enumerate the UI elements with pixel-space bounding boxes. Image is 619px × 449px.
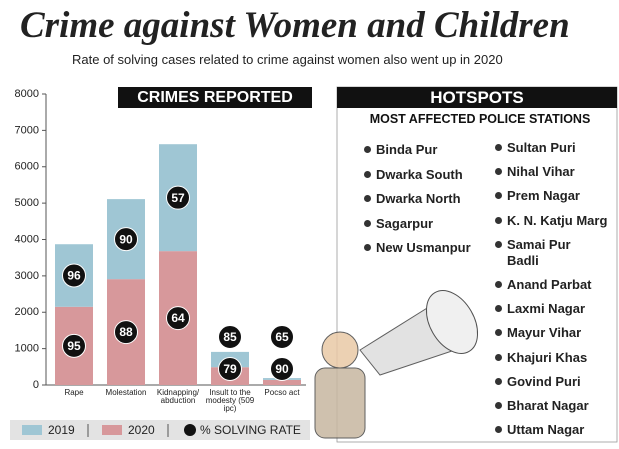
x-tick-label: Insult to the modesty (509 ipc) [205,388,255,413]
y-tick-label: 1000 [15,343,39,355]
station-name: Mayur Vihar [495,325,607,341]
station-name: Bharat Nagar [495,398,607,414]
bar-segment [263,379,301,385]
rate-label: 90 [275,362,289,376]
station-name: Govind Puri [495,374,607,390]
hotspots-subtitle: MOST AFFECTED POLICE STATIONS [369,112,591,126]
legend-label: 2019 [48,423,75,437]
legend-marker [184,424,196,436]
rate-label: 57 [171,191,185,205]
x-tick-label: Kidnapping/ abduction [156,388,200,405]
station-name: Binda Pur [364,142,471,158]
station-name: Laxmi Nagar [495,301,607,317]
legend-swatch [22,425,42,435]
chart-title: CRIMES REPORTED [137,89,293,106]
rate-badge [218,357,242,381]
y-tick-label: 4000 [15,233,39,245]
rate-label: 88 [119,325,133,339]
legend-label: % SOLVING RATE [200,423,301,437]
station-name: Dwarka South [364,167,471,183]
rate-badge [62,333,86,358]
y-tick-label: 7000 [15,124,39,136]
rate-label: 65 [275,330,289,344]
page-subtitle: Rate of solving cases related to crime a… [72,52,503,67]
rate-badge [270,325,294,349]
y-tick-label: 0 [33,379,39,391]
rate-badge [114,320,138,345]
rate-badge [166,185,190,210]
legend-box [10,420,310,440]
station-list: Binda Pur Dwarka South Dwarka North Sagarpu… [364,142,471,256]
page-title: Crime against Women and Children [20,5,570,46]
y-tick-label: 6000 [15,161,39,173]
rate-badge [270,357,294,381]
rate-label: 85 [223,330,237,344]
hotspots-title: HOTSPOTS [337,87,617,108]
station-name: Samai Pur Badli [495,237,579,269]
rate-badge [62,263,86,288]
station-name: Sultan Puri [495,140,607,156]
station-name: Sagarpur [364,216,471,232]
rate-label: 79 [223,362,237,376]
station-name: Nihal Vihar [495,164,607,180]
x-tick-label: Rape [64,388,84,397]
rate-label: 64 [171,311,185,325]
station-name: Khajuri Khas [495,350,607,366]
rate-badge [166,306,190,331]
x-tick-label: Molestation [105,388,147,397]
station-name: Dwarka North [364,191,471,207]
x-tick-label: Pocso act [264,388,300,397]
rate-badge [218,325,242,349]
station-name: Uttam Nagar [495,422,607,438]
legend-swatch [102,425,122,435]
y-tick-label: 2000 [15,306,39,318]
rate-badge [114,227,138,252]
y-tick-label: 8000 [15,88,39,100]
y-tick-label: 3000 [15,270,39,282]
rate-label: 90 [119,232,133,246]
megaphone [314,290,479,439]
station-name: Anand Parbat [495,277,607,293]
rate-label: 96 [67,269,81,283]
y-tick-label: 5000 [15,197,39,209]
chart-title-box [118,87,312,108]
station-name: New Usmanpur [364,240,471,256]
station-name: K. N. Katju Marg [495,213,607,229]
legend-label: 2020 [128,423,155,437]
station-name: Prem Nagar [495,188,607,204]
station-list: Sultan Puri Nihal Vihar Prem Nagar K. N. Ka… [495,140,607,438]
rate-label: 95 [67,339,81,353]
